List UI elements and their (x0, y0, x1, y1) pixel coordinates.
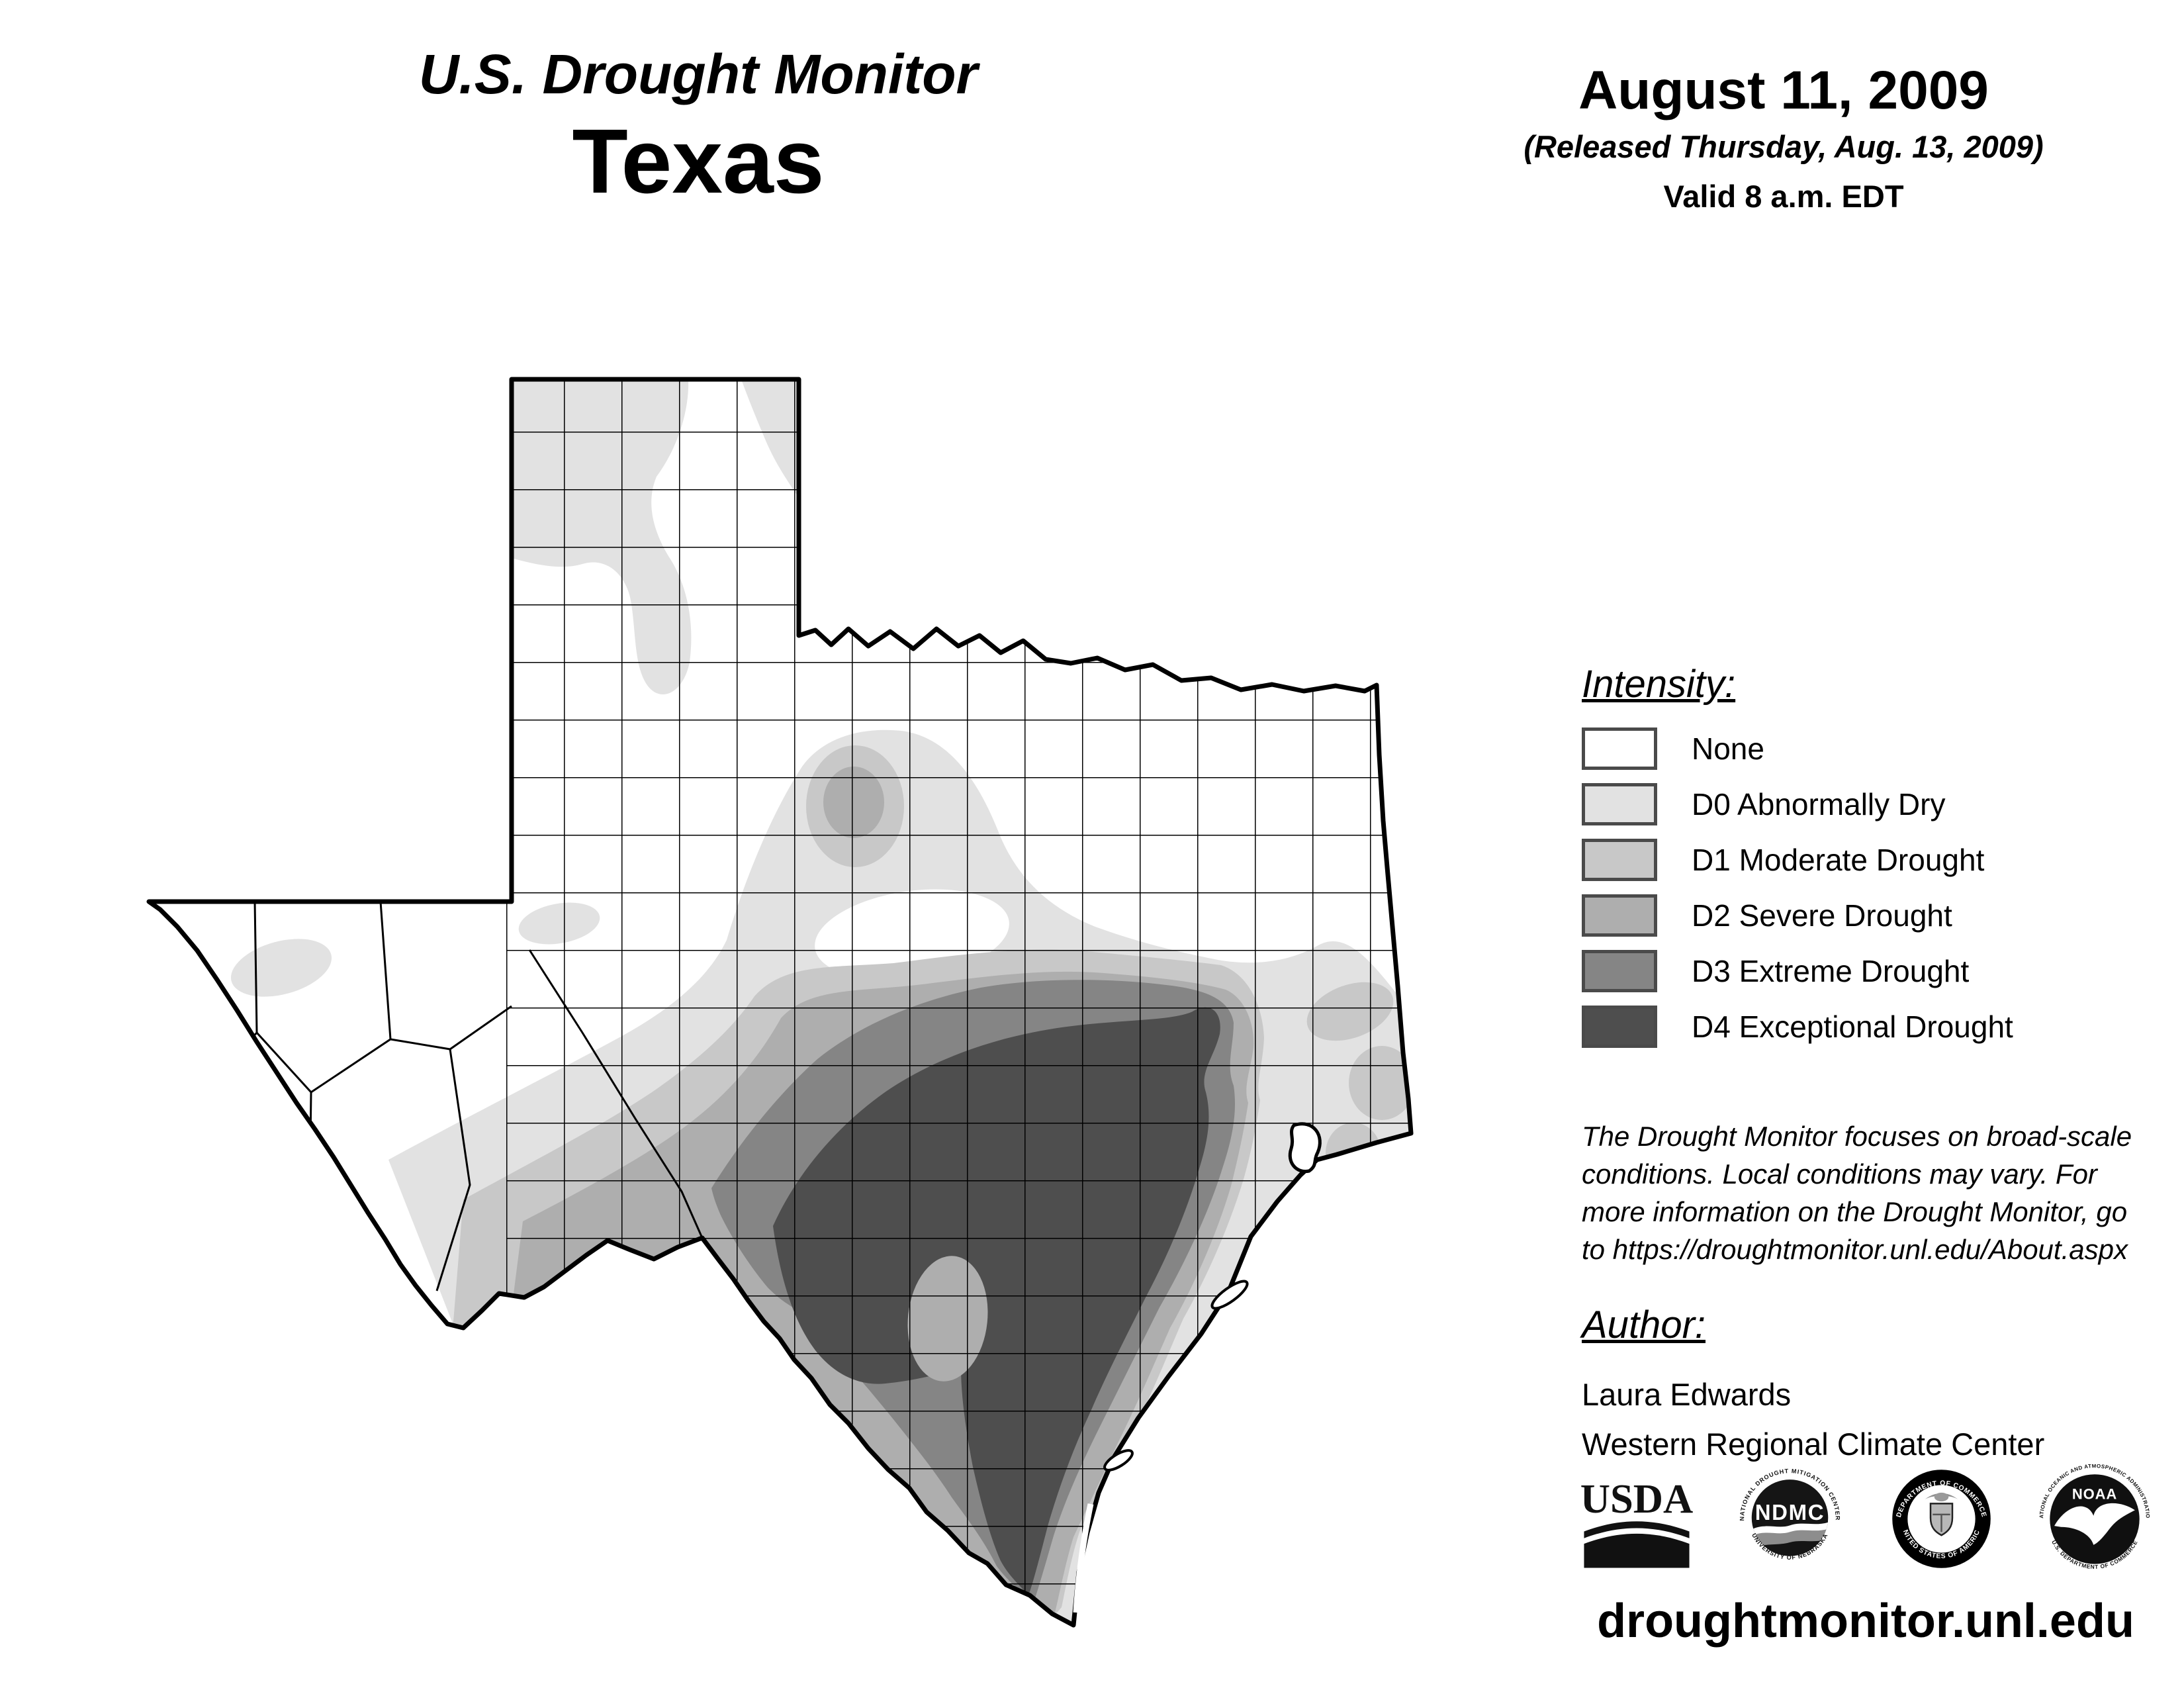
matagorda-bay (1210, 1280, 1249, 1310)
legend-row-d0: D0 Abnormally Dry (1582, 783, 2164, 825)
legend-row-none: None (1582, 727, 2164, 770)
legend-swatch-d0 (1582, 783, 1657, 825)
legend-row-d1: D1 Moderate Drought (1582, 839, 2164, 881)
noaa-logo-text: NOAA (2072, 1485, 2117, 1502)
legend-swatch-none (1582, 727, 1657, 770)
usda-logo: USDA (1580, 1476, 1693, 1568)
coastal-bays (1073, 1122, 1322, 1613)
legend-label-d4: D4 Exceptional Drought (1692, 1009, 2013, 1044)
author-org: Western Regional Climate Center (1582, 1427, 2045, 1462)
noaa-bird (2054, 1503, 2135, 1545)
region-title: Texas (572, 111, 825, 213)
usda-logo-text: USDA (1580, 1476, 1693, 1522)
commerce-seal-logo: DEPARTMENT OF COMMERCE UNITED STATES OF … (1887, 1464, 1991, 1568)
legend-label-d1: D1 Moderate Drought (1692, 843, 1985, 877)
legend-swatch-d1 (1582, 839, 1657, 881)
county-grid (506, 379, 1411, 1625)
legend-label-none: None (1692, 731, 1764, 766)
intensity-legend: Intensity: None D0 Abnormally Dry D1 Mod… (1582, 662, 2164, 1061)
commerce-eagle-shield (1925, 1492, 1958, 1536)
usda-swoosh-band (1584, 1533, 1690, 1568)
author-name: Laura Edwards (1582, 1377, 1792, 1412)
release-date: (Released Thursday, Aug. 13, 2009) (1524, 129, 2044, 165)
noaa-logo: NOAA NATIONAL OCEANIC AND ATMOSPHERIC AD… (2038, 1464, 2150, 1570)
valid-time: Valid 8 a.m. EDT (1663, 179, 1904, 214)
legend-swatch-d4 (1582, 1006, 1657, 1048)
map-date: August 11, 2009 (1578, 60, 1989, 120)
page-title: U.S. Drought Monitor (418, 43, 978, 105)
galveston-bay (1288, 1122, 1322, 1174)
legend-label-d0: D0 Abnormally Dry (1692, 787, 1946, 821)
legend-row-d2: D2 Severe Drought (1582, 894, 2164, 937)
legend-label-d2: D2 Severe Drought (1692, 898, 1952, 933)
header-date-block: August 11, 2009 (Released Thursday, Aug.… (1449, 60, 2118, 214)
agency-logos: USDA NDMC NATIONAL DROUGHT MITIGATION CE… (1580, 1464, 2151, 1573)
author-block: Author: Laura Edwards Western Regional C… (1582, 1303, 2144, 1462)
author-heading: Author: (1582, 1303, 1706, 1346)
legend-label-d3: D3 Extreme Drought (1692, 954, 1970, 988)
legend-row-d4: D4 Exceptional Drought (1582, 1006, 2164, 1048)
legend-swatch-d2 (1582, 894, 1657, 937)
county-lines-west (197, 901, 704, 1291)
ndmc-logo: NDMC NATIONAL DROUGHT MITIGATION CENTER … (1739, 1468, 1841, 1561)
corpus-christi-bay (1103, 1449, 1134, 1472)
legend-swatch-d3 (1582, 950, 1657, 992)
legend-heading: Intensity: (1582, 663, 1736, 706)
disclaimer-text: The Drought Monitor focuses on broad-sca… (1582, 1121, 2132, 1266)
header-title-block: U.S. Drought Monitor Texas (278, 44, 1118, 210)
laguna-madre (1073, 1503, 1094, 1613)
droughtmonitor-url[interactable]: droughtmonitor.unl.edu (1597, 1595, 2134, 1648)
usda-swoosh-line (1584, 1521, 1690, 1538)
legend-row-d3: D3 Extreme Drought (1582, 950, 2164, 992)
ndmc-logo-text: NDMC (1755, 1500, 1825, 1524)
ndmc-wave-gray (1751, 1526, 1829, 1551)
